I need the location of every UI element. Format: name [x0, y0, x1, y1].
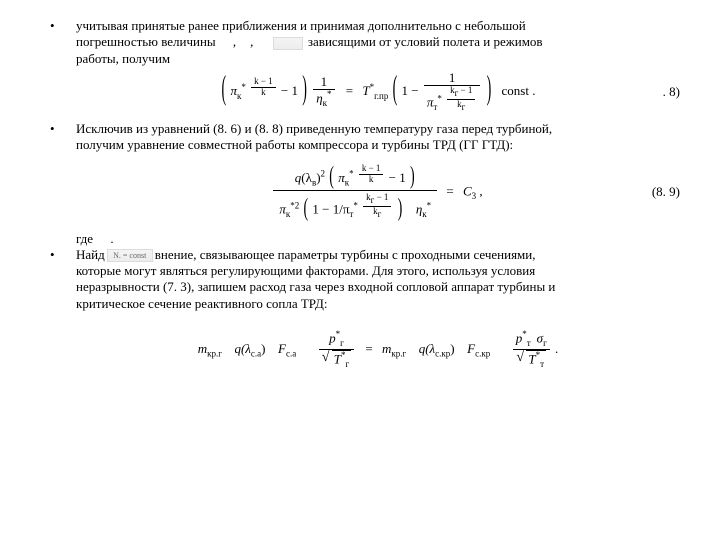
- placeholder-nconst-icon: N. = const: [107, 249, 153, 262]
- b1-line2: погрешностью величины ,, зависящими от у…: [76, 34, 680, 50]
- b3-line4: критическое сечение реактивного сопла ТР…: [76, 296, 680, 312]
- b1-line1: учитывая принятые ранее приближения и пр…: [76, 18, 680, 34]
- equation-mass-flow: mкр.г q(λс.а) Fс.а p*г T*г = mкр.г q(λс.…: [76, 330, 680, 370]
- b1-line3: работы, получим: [76, 51, 680, 67]
- where-line: где .: [40, 231, 680, 247]
- equation-8-9: q(λв)2 ( πк* k − 1k − 1 ) πк*2 ( 1 − 1/π…: [76, 162, 680, 223]
- bullet-1: учитывая принятые ранее приближения и пр…: [40, 18, 680, 113]
- b3-line3: неразрывности (7. 3), запишем расход газ…: [76, 279, 680, 295]
- bullet-2: Исключив из уравнений (8. 6) и (8. 8) пр…: [40, 121, 680, 223]
- b1-line2a: погрешностью величины: [76, 34, 216, 49]
- where-text: где: [76, 231, 93, 246]
- bullet-3: НайдN. = constвнение, связывающее параме…: [40, 247, 680, 370]
- b3-line1: НайдN. = constвнение, связывающее параме…: [76, 247, 680, 263]
- equation-8-8: ( πк* k − 1k − 1 ) 1 ηк* = T*г.пр ( 1 − …: [76, 71, 680, 113]
- eqnum-8-8: . 8): [663, 84, 680, 100]
- b2-line1: Исключив из уравнений (8. 6) и (8. 8) пр…: [76, 121, 680, 137]
- placeholder-icon: [273, 37, 303, 50]
- b2-line2: получим уравнение совместной работы комп…: [76, 137, 680, 153]
- eqnum-8-9: (8. 9): [652, 184, 680, 200]
- b3-line2: которые могут являться регулирующими фак…: [76, 263, 680, 279]
- b1-line2b: зависящими от условий полета и режимов: [308, 34, 543, 49]
